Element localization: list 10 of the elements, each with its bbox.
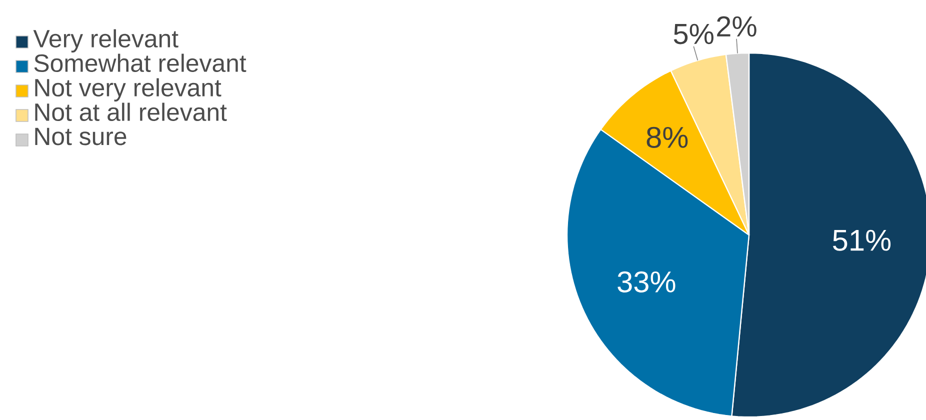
data-label: 2% <box>717 16 756 37</box>
data-label: 51% <box>833 230 891 251</box>
legend-label: Somewhat relevant <box>34 54 246 72</box>
data-label: 33% <box>618 271 676 292</box>
legend-label: Not sure <box>35 128 126 146</box>
legend-label: Very relevant <box>33 29 178 52</box>
data-label: 5% <box>674 24 714 44</box>
legend-label: Not very relevant <box>35 78 222 102</box>
data-label: 8% <box>646 126 688 148</box>
legend-label: Not at all relevant <box>35 102 227 122</box>
